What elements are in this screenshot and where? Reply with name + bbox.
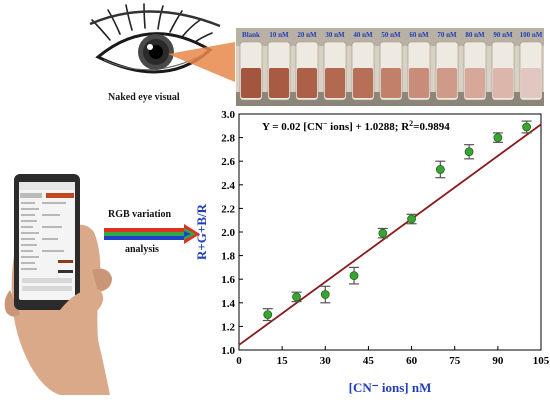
vial-label: 60 nM: [409, 31, 429, 39]
rgb-label-top: RGB variation: [108, 209, 172, 220]
vial-solution: [493, 68, 513, 98]
phone-in-hand: [0, 160, 115, 395]
y-tick-label: 2.2: [221, 203, 235, 215]
calibration-chart: 0 15 30 45 60 75 90 105 1.0 1.2 1.4 1.6 1.8 2.0 2.2 2.4…: [194, 106, 550, 400]
x-tick-label: 45: [363, 355, 375, 367]
x-axis-label: [CN⁻ ions] nM: [349, 380, 432, 395]
data-point: [320, 290, 330, 299]
data-point: [522, 122, 532, 132]
vial-label: 70 nM: [437, 31, 457, 39]
equation: Y = 0.02 [CN− ions] + 1.0288; R2=0.9894: [262, 119, 450, 133]
vial-solution: [521, 68, 541, 98]
data-point: [378, 228, 388, 238]
vial-label: 50 nM: [381, 31, 401, 39]
data-point: [493, 133, 503, 143]
vial-solution: [437, 68, 457, 98]
plot-frame: [238, 113, 542, 351]
vial-label: 30 nM: [325, 31, 345, 39]
rgb-label-bottom: analysis: [125, 244, 159, 255]
x-tick-label: 105: [533, 355, 550, 367]
y-tick-label: 3.0: [221, 109, 235, 121]
vial-solution: [269, 68, 289, 98]
y-tick-label: 2.6: [221, 156, 235, 168]
x-tick-label: 15: [277, 355, 289, 367]
data-point: [435, 165, 445, 174]
y-tick-label: 2.8: [221, 133, 235, 145]
x-tick-label: 75: [449, 355, 461, 367]
y-tick-label: 2.0: [221, 227, 235, 239]
vial-label: 90 nM: [493, 31, 513, 39]
fit-line: [238, 123, 542, 346]
eye-caption: Naked eye visual: [108, 92, 180, 103]
vials-photo: Blank 10 nM 20 nM 30 nM 40 nM 50 nM 60 nM 70 nM…: [236, 28, 544, 106]
vial-solution: [381, 68, 401, 98]
vial-solution: [297, 68, 317, 98]
y-tick-label: 1.6: [221, 274, 235, 286]
vial-solution: [465, 68, 485, 98]
data-point: [464, 147, 474, 157]
vial-label: 40 nM: [353, 31, 373, 39]
vial-label: 20 nM: [297, 31, 317, 39]
vial-label: 10 nM: [269, 31, 289, 39]
data-point: [263, 310, 273, 320]
x-tick-label: 30: [320, 355, 332, 367]
y-axis-label: R+G+B/R: [196, 203, 209, 260]
vial-solution: [409, 68, 429, 98]
eye-illustration: [70, 2, 235, 102]
vial-label: 100 nM: [519, 31, 543, 39]
vial-label: Blank: [242, 31, 260, 39]
x-tick-label: 90: [492, 355, 504, 367]
vial-label: 80 nM: [465, 31, 485, 39]
vial-solution: [353, 68, 373, 98]
x-tick-label: 60: [406, 355, 418, 367]
y-tick-label: 1.4: [221, 298, 235, 310]
vial-solution: [241, 68, 261, 98]
y-tick-label: 2.4: [221, 180, 235, 192]
rgb-arrow: [104, 224, 200, 244]
y-tick-label: 1.0: [221, 345, 235, 357]
y-tick-label: 1.2: [221, 321, 235, 333]
y-tick-label: 1.8: [221, 251, 235, 263]
vial-solution: [325, 68, 345, 98]
data-point: [292, 292, 301, 302]
data-point: [407, 214, 416, 224]
x-tick-label: 0: [236, 355, 242, 367]
data-point: [349, 271, 359, 281]
